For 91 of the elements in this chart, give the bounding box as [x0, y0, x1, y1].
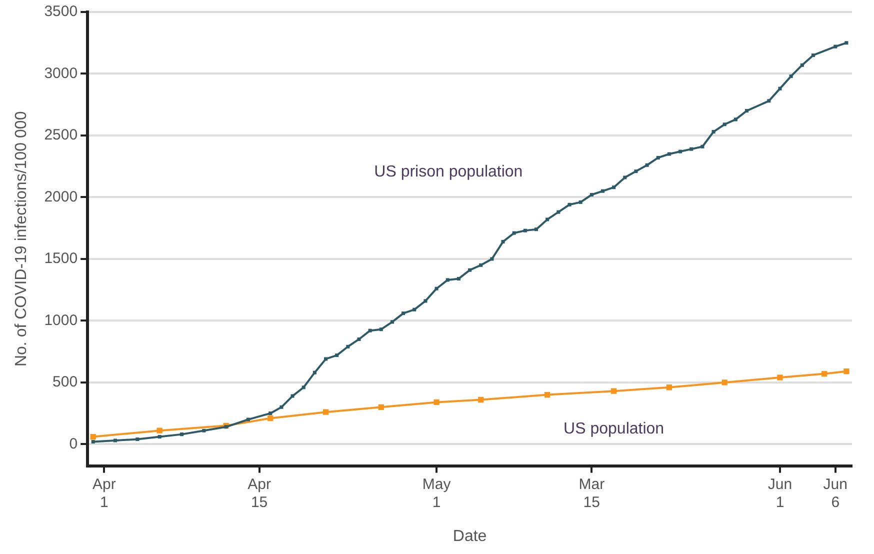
point: [821, 370, 828, 377]
x-tick-label: Jun 1: [768, 476, 792, 511]
point: [379, 328, 383, 332]
point: [556, 210, 560, 214]
point: [623, 176, 627, 180]
point: [302, 386, 306, 390]
y-axis-title: No. of COVID-19 infections/100 000: [13, 111, 30, 367]
point: [612, 186, 616, 190]
point: [434, 286, 438, 290]
point: [512, 231, 516, 235]
x-tick-label: Apr 15: [248, 476, 271, 511]
series-label: US population: [564, 420, 664, 438]
point: [610, 388, 617, 394]
y-tick-label: 3500: [44, 3, 78, 20]
point: [324, 357, 328, 361]
x-tick-label: Mar 15: [578, 476, 605, 511]
point: [224, 425, 228, 429]
point: [478, 396, 484, 403]
y-tick-label: 500: [52, 374, 78, 391]
point: [645, 163, 649, 167]
point: [91, 440, 95, 444]
point: [578, 200, 582, 204]
point: [734, 118, 738, 122]
point: [834, 44, 838, 48]
x-tick-label: Jun 6: [823, 476, 848, 511]
point: [634, 170, 638, 174]
point: [666, 384, 672, 390]
point: [544, 392, 550, 398]
point: [490, 257, 494, 261]
y-tick-label: 1500: [44, 250, 78, 268]
point: [789, 74, 793, 78]
point: [412, 308, 416, 312]
point: [202, 428, 206, 432]
x-tick-label: Apr 1: [92, 476, 116, 511]
point: [656, 156, 660, 160]
point: [158, 435, 162, 439]
x-tick-label: May 1: [422, 476, 452, 511]
point: [690, 147, 694, 151]
point: [844, 368, 850, 374]
point: [246, 418, 250, 422]
point: [700, 144, 704, 148]
point: [800, 63, 804, 67]
point: [590, 192, 594, 197]
point: [744, 109, 749, 113]
point: [600, 189, 604, 193]
point: [811, 53, 815, 57]
point: [712, 130, 716, 134]
point: [280, 405, 284, 409]
y-tick-label: 0: [69, 435, 78, 452]
point: [534, 228, 538, 232]
point: [678, 150, 682, 154]
point: [357, 337, 361, 341]
point: [180, 432, 184, 436]
text: US prison population: [374, 163, 523, 180]
point: [268, 415, 274, 422]
point: [546, 218, 550, 222]
point: [290, 394, 294, 398]
point: [368, 328, 372, 332]
point: [402, 312, 406, 316]
point: [468, 268, 472, 272]
point: [844, 41, 848, 45]
y-tick-label: 1000: [44, 312, 78, 329]
point: [501, 240, 505, 244]
point: [777, 374, 783, 380]
point: [767, 99, 771, 103]
point: [722, 122, 726, 126]
point: [346, 344, 350, 348]
y-tick-label: 2000: [44, 188, 78, 206]
point: [114, 438, 118, 442]
x-axis-title: Date: [452, 528, 487, 545]
point: [446, 278, 450, 282]
y-tick-label: 3000: [44, 64, 78, 82]
point: [434, 399, 440, 406]
point: [456, 276, 460, 280]
point: [722, 380, 728, 386]
point: [479, 263, 483, 267]
point: [523, 228, 527, 232]
point: [312, 370, 316, 374]
point: [390, 320, 394, 324]
point: [667, 152, 671, 156]
point: [268, 412, 272, 416]
point: [136, 437, 140, 442]
point: [424, 299, 428, 303]
point: [90, 434, 96, 440]
point: [322, 409, 329, 415]
y-tick-label: 2500: [44, 126, 78, 144]
point: [156, 428, 162, 434]
point: [568, 202, 572, 206]
point: [378, 404, 384, 410]
point: [335, 354, 339, 358]
point: [778, 86, 782, 90]
